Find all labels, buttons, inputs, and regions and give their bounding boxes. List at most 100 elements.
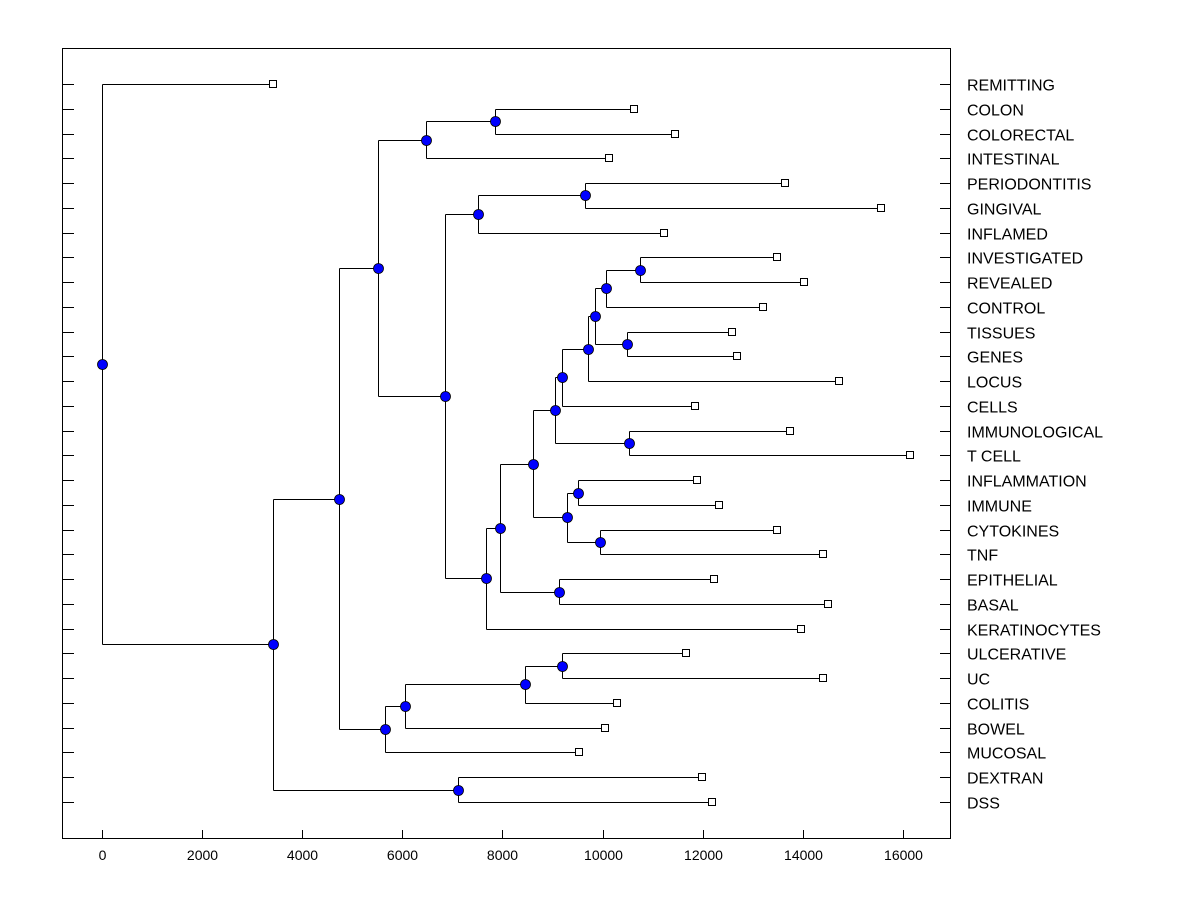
leaf-marker bbox=[773, 253, 781, 261]
leaf-label: DEXTRAN bbox=[967, 771, 1043, 788]
leaf-label: BASAL bbox=[967, 598, 1019, 615]
leaf-marker bbox=[671, 130, 679, 138]
leaf-label: INVESTIGATED bbox=[967, 251, 1083, 268]
cluster-node bbox=[473, 209, 484, 220]
cluster-node bbox=[97, 359, 108, 370]
cluster-node bbox=[495, 523, 506, 534]
cluster-node bbox=[268, 639, 279, 650]
leaf-label: LOCUS bbox=[967, 375, 1022, 392]
x-tick-label: 10000 bbox=[584, 847, 623, 863]
leaf-marker bbox=[691, 402, 699, 410]
leaf-marker bbox=[786, 427, 794, 435]
x-tick-label: 6000 bbox=[387, 847, 418, 863]
leaf-label: REMITTING bbox=[967, 78, 1055, 95]
cluster-node bbox=[380, 724, 391, 735]
cluster-node bbox=[573, 488, 584, 499]
x-tick-label: 16000 bbox=[884, 847, 923, 863]
cluster-node bbox=[550, 405, 561, 416]
x-tick-label: 8000 bbox=[487, 847, 518, 863]
leaf-label: GINGIVAL bbox=[967, 202, 1041, 219]
x-tick-label: 0 bbox=[99, 847, 107, 863]
leaf-label: INFLAMED bbox=[967, 227, 1048, 244]
leaf-marker bbox=[630, 105, 638, 113]
leaf-marker bbox=[613, 699, 621, 707]
leaf-label: IMMUNOLOGICAL bbox=[967, 425, 1103, 442]
cluster-node bbox=[557, 372, 568, 383]
x-tick-label: 14000 bbox=[784, 847, 823, 863]
leaf-marker bbox=[733, 352, 741, 360]
x-tick-label: 2000 bbox=[187, 847, 218, 863]
leaf-label: CYTOKINES bbox=[967, 524, 1059, 541]
leaf-marker bbox=[781, 179, 789, 187]
leaf-label: IMMUNE bbox=[967, 499, 1032, 516]
leaf-label: TNF bbox=[967, 548, 998, 565]
leaf-marker bbox=[797, 625, 805, 633]
leaf-marker bbox=[773, 526, 781, 534]
cluster-node bbox=[562, 512, 573, 523]
x-tick-label: 4000 bbox=[287, 847, 318, 863]
leaf-marker bbox=[710, 575, 718, 583]
leaf-marker bbox=[660, 229, 668, 237]
leaf-marker bbox=[575, 748, 583, 756]
leaf-marker bbox=[819, 674, 827, 682]
cluster-node bbox=[453, 785, 464, 796]
cluster-node bbox=[373, 263, 384, 274]
leaf-marker bbox=[877, 204, 885, 212]
leaf-label: DSS bbox=[967, 796, 1000, 813]
leaf-label: COLON bbox=[967, 103, 1024, 120]
cluster-node bbox=[622, 339, 633, 350]
leaf-label: INTESTINAL bbox=[967, 152, 1060, 169]
leaf-marker bbox=[269, 80, 277, 88]
cluster-node bbox=[400, 701, 411, 712]
leaf-label: MUCOSAL bbox=[967, 746, 1046, 763]
leaf-marker bbox=[819, 550, 827, 558]
leaf-label: KERATINOCYTES bbox=[967, 623, 1101, 640]
leaf-marker bbox=[906, 451, 914, 459]
leaf-marker bbox=[800, 278, 808, 286]
leaf-label: GENES bbox=[967, 350, 1023, 367]
leaf-label: COLORECTAL bbox=[967, 128, 1074, 145]
cluster-node bbox=[595, 537, 606, 548]
leaf-marker bbox=[693, 476, 701, 484]
leaf-label: ULCERATIVE bbox=[967, 647, 1066, 664]
cluster-node bbox=[421, 135, 432, 146]
cluster-node bbox=[554, 587, 565, 598]
cluster-node bbox=[440, 391, 451, 402]
leaf-marker bbox=[715, 501, 723, 509]
leaf-marker bbox=[682, 649, 690, 657]
plot-frame bbox=[62, 48, 951, 839]
leaf-label: REVEALED bbox=[967, 276, 1052, 293]
leaf-marker bbox=[728, 328, 736, 336]
leaf-marker bbox=[835, 377, 843, 385]
leaf-marker bbox=[601, 724, 609, 732]
cluster-node bbox=[635, 265, 646, 276]
leaf-label: UC bbox=[967, 672, 990, 689]
leaf-label: COLITIS bbox=[967, 697, 1029, 714]
cluster-node bbox=[601, 283, 612, 294]
cluster-node bbox=[334, 494, 345, 505]
leaf-marker bbox=[605, 154, 613, 162]
cluster-node bbox=[557, 661, 568, 672]
leaf-label: CONTROL bbox=[967, 301, 1045, 318]
leaf-label: INFLAMMATION bbox=[967, 474, 1087, 491]
cluster-node bbox=[520, 679, 531, 690]
cluster-node bbox=[580, 190, 591, 201]
cluster-node bbox=[481, 573, 492, 584]
leaf-marker bbox=[708, 798, 716, 806]
leaf-label: PERIODONTITIS bbox=[967, 177, 1091, 194]
leaf-label: TISSUES bbox=[967, 326, 1035, 343]
leaf-label: EPITHELIAL bbox=[967, 573, 1058, 590]
leaf-label: CELLS bbox=[967, 400, 1018, 417]
leaf-label: T CELL bbox=[967, 449, 1021, 466]
leaf-marker bbox=[759, 303, 767, 311]
cluster-node bbox=[590, 311, 601, 322]
cluster-node bbox=[490, 116, 501, 127]
x-tick-label: 12000 bbox=[684, 847, 723, 863]
cluster-node bbox=[624, 438, 635, 449]
leaf-marker bbox=[698, 773, 706, 781]
leaf-marker bbox=[824, 600, 832, 608]
leaf-label: BOWEL bbox=[967, 722, 1025, 739]
cluster-node bbox=[583, 344, 594, 355]
cluster-node bbox=[528, 459, 539, 470]
